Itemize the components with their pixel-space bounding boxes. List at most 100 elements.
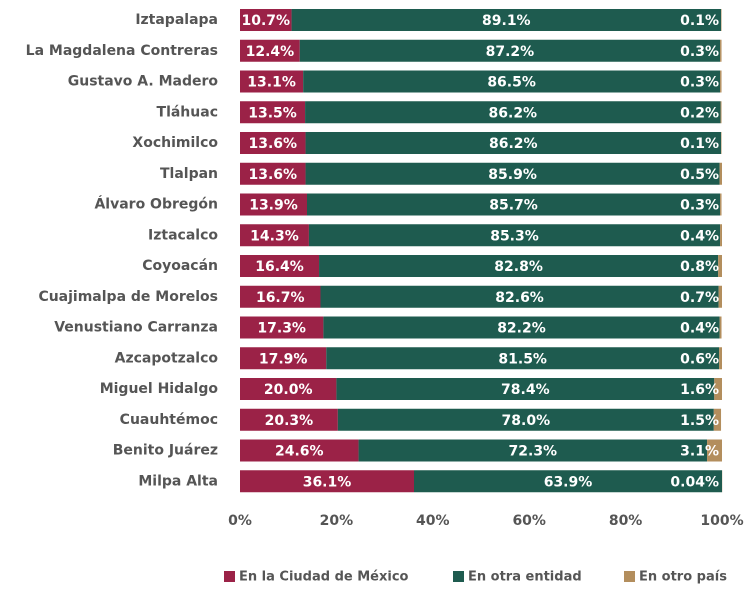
category-label: Cuajimalpa de Morelos <box>38 289 218 305</box>
bar-segment <box>240 101 306 124</box>
data-label: 16.4% <box>255 259 304 275</box>
data-label: 85.7% <box>489 198 538 214</box>
category-label: Azcapotzalco <box>115 350 219 366</box>
bar-segment <box>240 70 304 93</box>
data-label: 81.5% <box>498 351 547 367</box>
data-label: 85.9% <box>488 167 537 183</box>
data-label: 63.9% <box>544 474 593 490</box>
category-label: Álvaro Obregón <box>94 196 218 213</box>
bar-segment <box>240 39 300 62</box>
bar-segment <box>240 224 309 247</box>
category-label: Iztacalco <box>148 227 218 243</box>
data-label: 0.3% <box>680 198 719 214</box>
data-label: 72.3% <box>509 444 558 460</box>
bar-segment <box>719 316 722 339</box>
category-label: Tláhuac <box>157 104 218 120</box>
category-label: Xochimilco <box>132 135 218 151</box>
legend-swatch <box>224 571 235 582</box>
bar-segment <box>240 316 324 339</box>
bar-segment <box>305 162 720 185</box>
bar-segment <box>240 132 306 154</box>
bar-segment <box>718 255 722 277</box>
bar-segment <box>707 439 722 462</box>
bar-segment <box>720 193 722 216</box>
bar-segment <box>240 470 415 493</box>
data-label: 0.6% <box>680 351 719 367</box>
category-label: Coyoacán <box>142 258 218 274</box>
data-label: 86.2% <box>489 136 538 152</box>
category-label: Gustavo A. Madero <box>68 74 219 90</box>
category-label: Benito Juárez <box>113 443 218 459</box>
bar-segment <box>720 101 722 124</box>
data-label: 36.1% <box>303 474 352 490</box>
data-label: 13.1% <box>247 75 296 91</box>
data-label: 0.4% <box>680 228 719 244</box>
legend-label: En otra entidad <box>468 570 582 585</box>
bar-segment <box>303 70 721 93</box>
bar-segment <box>240 378 337 400</box>
data-label: 20.0% <box>264 382 313 398</box>
category-label: Iztapalapa <box>135 12 218 28</box>
category-label: Miguel Hidalgo <box>100 381 219 397</box>
bar-segment <box>240 9 292 31</box>
data-label: 0.7% <box>680 290 719 306</box>
bar-segment <box>240 439 359 462</box>
bar-segment <box>240 347 327 370</box>
data-label: 17.9% <box>259 351 308 367</box>
data-label: 0.4% <box>680 321 719 337</box>
category-label: Cuauhtémoc <box>120 412 218 428</box>
bar-segment <box>714 378 722 400</box>
legend-label: En otro país <box>639 570 727 585</box>
bar-segment <box>713 408 722 431</box>
bar-segment <box>308 224 721 247</box>
data-label: 12.4% <box>246 44 295 60</box>
legend-swatch <box>453 571 464 582</box>
bar-segment <box>326 347 720 370</box>
data-label: 13.6% <box>248 167 297 183</box>
data-label: 0.1% <box>680 13 719 29</box>
x-tick-label: 0% <box>228 513 252 529</box>
x-tick-label: 20% <box>320 513 354 529</box>
bar-segment <box>305 101 721 124</box>
bar-segment <box>719 347 722 370</box>
bar-segment <box>719 162 722 185</box>
data-label: 89.1% <box>482 13 531 29</box>
category-label: Milpa Alta <box>138 473 218 489</box>
bar-segment <box>240 255 320 277</box>
data-label: 16.7% <box>256 290 305 306</box>
category-label: La Magdalena Contreras <box>26 43 218 59</box>
bar-segment <box>720 39 722 62</box>
bar-segment <box>240 285 321 308</box>
data-label: 78.4% <box>501 382 550 398</box>
x-tick-label: 100% <box>700 513 743 529</box>
bar-segment <box>240 162 306 185</box>
bar-segment <box>336 378 715 400</box>
data-label: 13.9% <box>249 198 298 214</box>
category-label: Tlalpan <box>160 166 218 182</box>
data-label: 0.5% <box>680 167 719 183</box>
bar-segment <box>720 224 722 247</box>
bar-segment <box>240 193 307 216</box>
data-label: 85.3% <box>490 228 539 244</box>
bar-segment <box>291 9 722 31</box>
data-label: 0.8% <box>680 259 719 275</box>
data-label: 82.6% <box>495 290 544 306</box>
bar-segment <box>299 39 721 62</box>
data-label: 13.5% <box>248 105 297 121</box>
x-tick-label: 80% <box>609 513 643 529</box>
data-label: 82.8% <box>494 259 543 275</box>
data-label: 0.1% <box>680 136 719 152</box>
bar-segment <box>720 70 722 93</box>
bar-segment <box>306 193 721 216</box>
legend-label: En la Ciudad de México <box>239 570 409 585</box>
data-label: 3.1% <box>680 444 719 460</box>
bar-segment <box>718 285 722 308</box>
data-label: 13.6% <box>248 136 297 152</box>
legend-swatch <box>624 571 635 582</box>
x-tick-label: 60% <box>512 513 546 529</box>
bar-segment <box>414 470 722 493</box>
data-label: 10.7% <box>241 13 290 29</box>
data-label: 87.2% <box>486 44 535 60</box>
bar-segment <box>319 255 719 277</box>
